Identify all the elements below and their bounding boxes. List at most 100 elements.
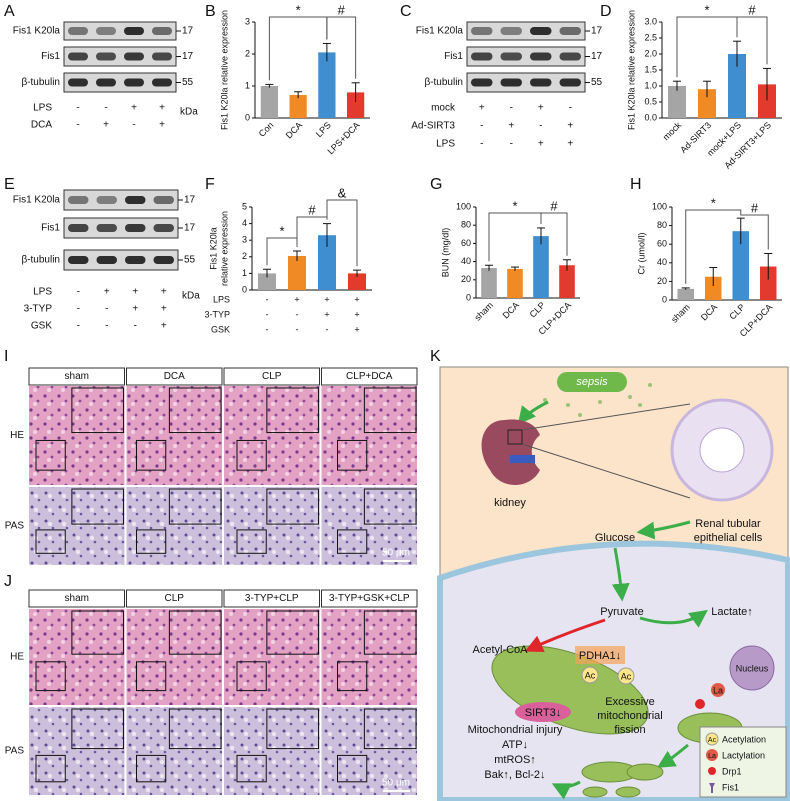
zoom-line (521, 403, 691, 431)
scale-bar-label: 50 μm (382, 778, 410, 789)
blot-band (471, 78, 493, 87)
column-header (223, 589, 320, 608)
fission-label: Excessive (605, 696, 655, 708)
sig-mark: * (711, 195, 716, 210)
inset (168, 610, 222, 655)
condition-label: DCA (31, 120, 52, 131)
legend-label: Drp1 (722, 766, 742, 776)
kidney-icon (481, 419, 540, 485)
roi-box (236, 529, 267, 554)
drp1-icon (695, 699, 705, 709)
blot-row-label: β-tubulin (21, 77, 60, 88)
injury: mtROS↑ (494, 754, 536, 766)
sig-bracket (540, 212, 568, 256)
kidney-label: kidney (494, 497, 526, 509)
blot-size: 17 (184, 195, 196, 206)
y-tick-label: 1.0 (644, 80, 657, 90)
roi-box (236, 439, 267, 471)
blot-unit: kDa (182, 291, 200, 302)
blot-band (68, 196, 89, 204)
condition-mark: + (354, 294, 359, 304)
condition-mark: + (324, 309, 329, 319)
blot-size: 17 (591, 26, 603, 37)
row-label: HE (10, 652, 24, 663)
condition-mark: + (161, 287, 167, 298)
panel-letter: I (4, 348, 8, 365)
bar (347, 92, 365, 118)
sig-mark: # (338, 2, 346, 17)
condition-mark: - (77, 321, 80, 332)
condition-mark: - (480, 121, 483, 132)
bar (258, 273, 276, 290)
condition-label: 3-TYP (204, 309, 230, 319)
y-tick-label: 0 (466, 292, 471, 302)
column-header (223, 367, 320, 386)
bar (481, 267, 497, 298)
condition-mark: + (479, 103, 485, 114)
sig-bracket (740, 214, 769, 250)
y-tick-label: 80 (461, 220, 471, 230)
sig-mark: * (296, 2, 301, 17)
inset (168, 488, 222, 525)
arrow (656, 743, 689, 768)
condition-mark: + (354, 309, 359, 319)
roi-box (337, 529, 368, 554)
nucleus-icon (729, 645, 775, 691)
y-tick-label: 80 (657, 220, 667, 230)
blot-band (125, 256, 146, 264)
blot-row-label: β-tubulin (21, 255, 60, 266)
vessel (510, 455, 535, 463)
mitochondrion (582, 786, 608, 798)
fission-label: fission (614, 724, 645, 736)
blot-band (68, 256, 89, 264)
blot-band (530, 52, 552, 61)
blot-band (124, 78, 144, 87)
blot-band (530, 27, 552, 35)
roi-box (337, 754, 368, 783)
sig-mark: * (512, 198, 517, 213)
blot-band (152, 27, 172, 35)
panel-letter: K (430, 348, 441, 365)
blot-band (471, 52, 493, 61)
panel-letter: H (630, 176, 642, 193)
y-tick-label: 40 (461, 256, 471, 266)
blot-row-label: Fis1 (444, 51, 463, 62)
inset (168, 708, 222, 750)
blot-size: 17 (182, 51, 194, 62)
blot-band (68, 52, 88, 61)
mitochondrion (615, 786, 641, 798)
inset (266, 488, 320, 525)
column-label: sham (65, 371, 89, 382)
panel-letter: B (205, 3, 216, 20)
column-label: 3-TYP+CLP (245, 593, 299, 604)
arrow (636, 520, 691, 540)
blot-band (471, 27, 493, 35)
sig-bracket (326, 16, 357, 79)
roi-box (337, 439, 368, 471)
blot-band (124, 27, 144, 35)
y-tick-label: 2.0 (644, 48, 657, 58)
blot-band (153, 224, 174, 232)
y-tick-label: 0 (242, 284, 247, 294)
condition-mark: + (324, 294, 329, 304)
legend-label: Acetylation (722, 734, 766, 744)
roi-box (35, 529, 66, 554)
bar (318, 235, 336, 290)
roi-box (236, 754, 267, 783)
x-tick-label: CLP (528, 300, 547, 319)
column-label: CLP+DCA (346, 371, 393, 382)
roi-box (337, 661, 368, 692)
ac-label: Ac (621, 671, 632, 681)
legend-label: Fis1 (722, 782, 739, 792)
bar (533, 236, 549, 298)
x-tick-label: sham (669, 302, 692, 325)
sig-mark: * (704, 2, 709, 17)
condition-label: LPS (33, 287, 52, 298)
condition-mark: - (326, 324, 329, 334)
condition-mark: - (105, 304, 108, 315)
y-tick-label: 60 (657, 239, 667, 249)
bar (288, 255, 306, 290)
bar (507, 268, 523, 298)
blot-band (153, 196, 174, 204)
inset (363, 610, 417, 655)
